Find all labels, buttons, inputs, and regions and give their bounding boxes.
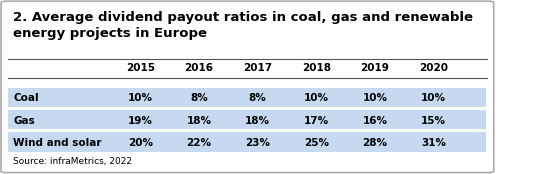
Text: 18%: 18% (186, 116, 211, 126)
Text: 31%: 31% (421, 138, 446, 148)
Text: 10%: 10% (363, 93, 388, 103)
Text: Coal: Coal (13, 93, 39, 103)
Text: 2015: 2015 (126, 63, 155, 73)
Text: 15%: 15% (421, 116, 446, 126)
Text: 17%: 17% (304, 116, 329, 126)
Text: 20%: 20% (128, 138, 153, 148)
Text: Gas: Gas (13, 116, 35, 126)
Text: 2. Average dividend payout ratios in coal, gas and renewable
energy projects in : 2. Average dividend payout ratios in coa… (13, 11, 473, 40)
Text: 8%: 8% (190, 93, 208, 103)
Text: 10%: 10% (421, 93, 446, 103)
Text: 18%: 18% (245, 116, 270, 126)
Text: 2017: 2017 (243, 63, 272, 73)
Text: 2020: 2020 (419, 63, 448, 73)
Text: Wind and solar: Wind and solar (13, 138, 102, 148)
Text: 28%: 28% (363, 138, 388, 148)
Text: 2016: 2016 (184, 63, 214, 73)
Text: 10%: 10% (304, 93, 329, 103)
Text: 23%: 23% (245, 138, 270, 148)
Text: 2018: 2018 (302, 63, 331, 73)
Text: 22%: 22% (186, 138, 211, 148)
Text: 2019: 2019 (360, 63, 389, 73)
Bar (8, 88, 486, 107)
Bar (8, 110, 486, 129)
Text: 8%: 8% (249, 93, 267, 103)
Text: Source: infraMetrics, 2022: Source: infraMetrics, 2022 (13, 157, 132, 166)
FancyBboxPatch shape (1, 1, 494, 173)
Text: 19%: 19% (128, 116, 153, 126)
Text: 25%: 25% (304, 138, 329, 148)
Bar (8, 132, 486, 152)
Text: 16%: 16% (363, 116, 388, 126)
Text: 10%: 10% (128, 93, 153, 103)
